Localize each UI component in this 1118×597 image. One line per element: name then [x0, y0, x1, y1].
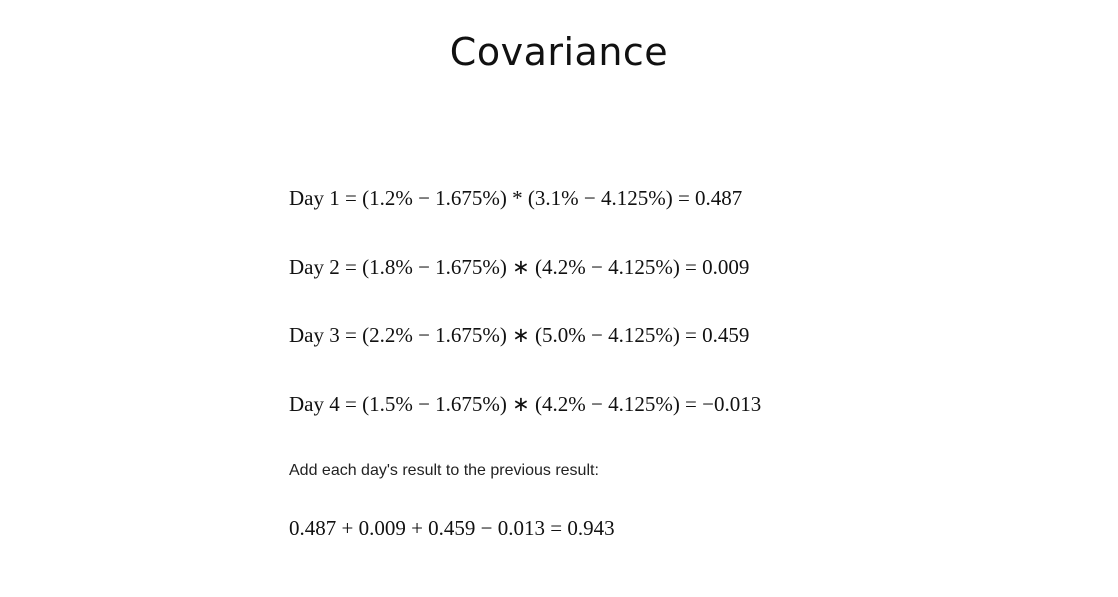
- instruction-text: Add each day's result to the previous re…: [289, 462, 599, 479]
- equation-day-1: Day 1 = (1.2% − 1.675%) * (3.1% − 4.125%…: [289, 186, 743, 210]
- equation-day-2: Day 2 = (1.8% − 1.675%) ∗ (4.2% − 4.125%…: [289, 255, 750, 279]
- equation-day-3: Day 3 = (2.2% − 1.675%) ∗ (5.0% − 4.125%…: [289, 323, 750, 347]
- page-title: Covariance: [449, 30, 669, 74]
- equation-day-4: Day 4 = (1.5% − 1.675%) ∗ (4.2% − 4.125%…: [289, 392, 762, 416]
- sum-equation: 0.487 + 0.009 + 0.459 − 0.013 = 0.943: [289, 516, 615, 540]
